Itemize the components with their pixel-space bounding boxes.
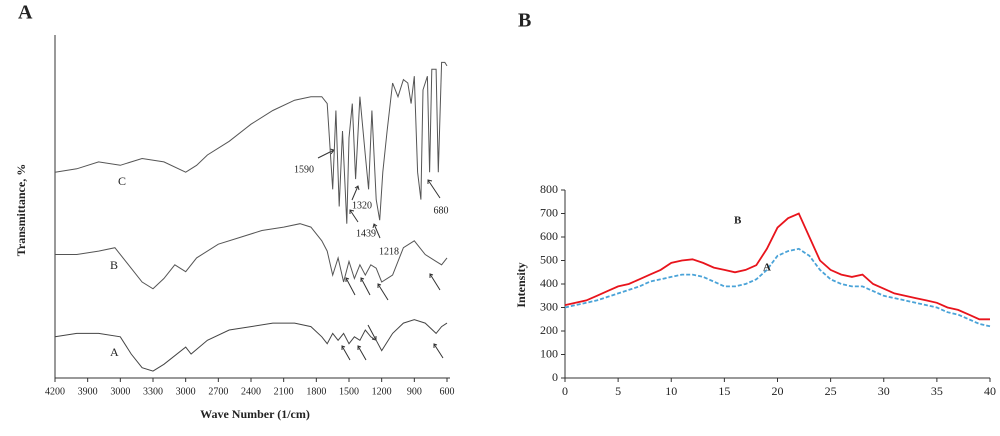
y-tick-label: 800	[540, 182, 558, 196]
x-tick-label: 3300	[143, 386, 163, 397]
x-tick-label: 1200	[372, 386, 392, 397]
x-tick-label: 1800	[306, 386, 326, 397]
series-line	[54, 319, 448, 372]
y-tick-label: 400	[540, 276, 558, 290]
x-tick-label: 2700	[208, 386, 228, 397]
series-line	[54, 61, 448, 224]
x-tick-label: 30	[878, 384, 890, 398]
x-tick-label: 5	[615, 384, 621, 398]
annotation: 1590	[294, 164, 314, 175]
arrows	[317, 148, 444, 361]
curve-label: A	[110, 345, 119, 359]
curve-label: B	[110, 258, 118, 272]
panel-label: B	[518, 10, 531, 32]
series-line	[564, 212, 990, 321]
annotation: 680	[434, 205, 449, 216]
curve-label: B	[734, 215, 742, 227]
x-tick-label: 15	[718, 384, 730, 398]
x-tick-label: 2400	[241, 386, 261, 397]
annotation: 1320	[352, 200, 372, 211]
series-line	[564, 247, 991, 328]
x-tick-label: 4200	[45, 386, 65, 397]
x-tick-label: 3000	[176, 386, 196, 397]
x-tick-label: 2100	[274, 386, 294, 397]
y-tick-label: 700	[540, 205, 558, 219]
x-tick-label: 20	[772, 384, 784, 398]
x-tick-label: 600	[440, 386, 455, 397]
x-tick-label: 25	[825, 384, 837, 398]
x-tick-label: 35	[931, 384, 943, 398]
y-axis-title: Intensity	[514, 262, 528, 307]
y-tick-label: 100	[540, 346, 558, 360]
y-axis-title: Transmittance, %	[14, 164, 28, 256]
x-tick-label: 0	[562, 384, 568, 398]
series-line	[55, 223, 448, 290]
x-axis-title: Wave Number (1/cm)	[200, 407, 310, 421]
y-tick-label: 600	[540, 229, 558, 243]
y-tick-label: 0	[552, 370, 558, 384]
x-tick-label: 1500	[339, 386, 359, 397]
y-tick-label: 500	[540, 252, 558, 266]
x-tick-label: 900	[407, 386, 422, 397]
x-tick-label: 3000	[110, 386, 130, 397]
annotation: 1439	[356, 228, 376, 239]
x-tick-label: 10	[665, 384, 677, 398]
y-tick-label: 300	[540, 299, 558, 313]
panel-label: A	[18, 2, 33, 24]
x-tick-label: 40	[984, 384, 996, 398]
x-tick-label: 3900	[78, 386, 98, 397]
annotation: 1218	[379, 246, 399, 257]
curve-label: C	[118, 174, 126, 188]
y-tick-label: 200	[540, 323, 558, 337]
curve-label: A	[763, 262, 771, 274]
